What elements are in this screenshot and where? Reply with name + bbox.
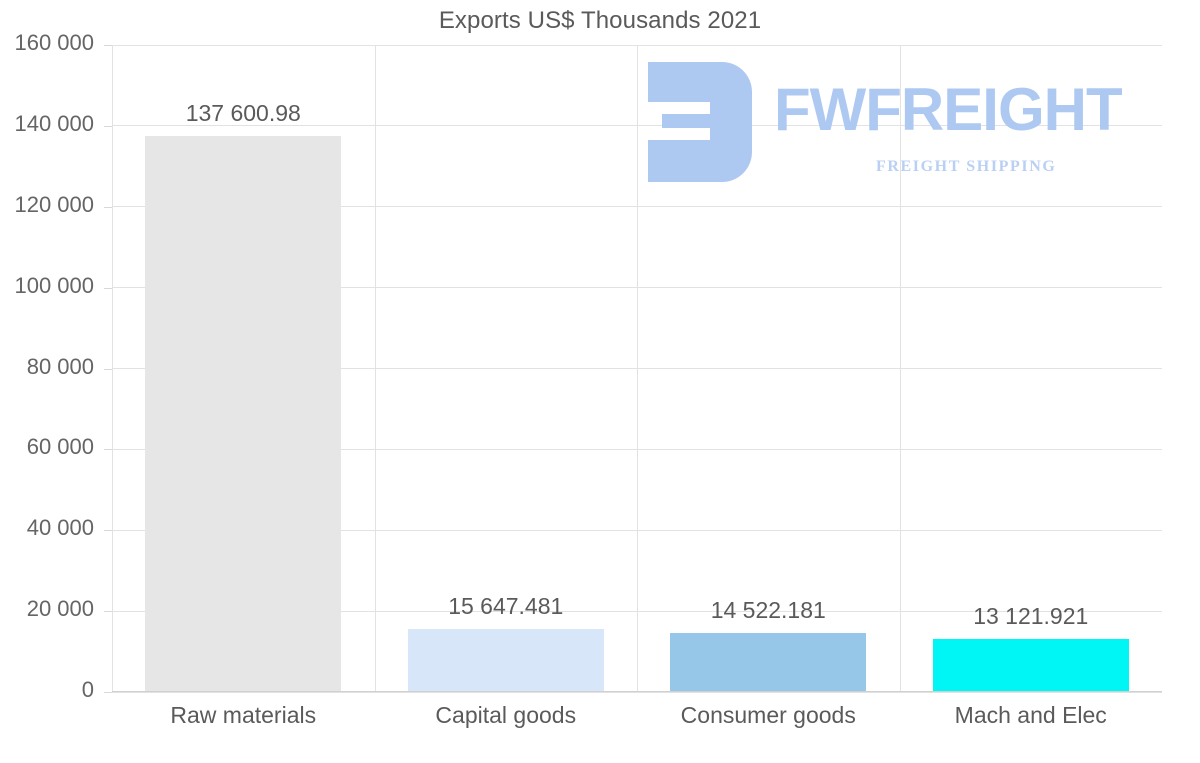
y-axis-line <box>112 45 113 692</box>
y-axis-tick-mark <box>104 611 112 612</box>
y-axis-tick-label: 100 000 <box>14 272 94 298</box>
y-axis-tick-mark <box>104 207 112 208</box>
y-axis-tick-label: 120 000 <box>14 191 94 217</box>
y-axis-tick-mark <box>104 288 112 289</box>
x-axis-category-label: Raw materials <box>170 702 317 728</box>
bar-value-label: 137 600.98 <box>185 99 301 126</box>
y-axis-tick-mark <box>104 449 112 450</box>
y-axis-tick-mark <box>104 530 112 531</box>
y-axis-tick-label: 80 000 <box>26 353 94 379</box>
bar[interactable] <box>145 136 341 692</box>
bar-value-label: 13 121.921 <box>973 602 1089 629</box>
bar-value-label: 14 522.181 <box>710 597 826 624</box>
bar[interactable] <box>670 633 866 692</box>
x-axis-line <box>112 691 1162 692</box>
x-axis-category-label: Capital goods <box>435 702 577 728</box>
y-axis-tick-mark <box>104 45 112 46</box>
bar[interactable] <box>933 639 1129 692</box>
y-axis-tick-mark <box>104 692 112 693</box>
y-axis-tick-label: 40 000 <box>26 515 94 541</box>
bar-value-label: 15 647.481 <box>448 592 564 619</box>
y-axis-tick-label: 60 000 <box>26 434 94 460</box>
y-axis-tick-label: 160 000 <box>14 30 94 55</box>
plot-area <box>112 44 1162 693</box>
y-axis-tick-label: 0 <box>81 677 94 702</box>
y-axis-tick-mark <box>104 369 112 370</box>
y-axis-tick-mark <box>104 126 112 127</box>
y-axis-tick-label: 140 000 <box>14 110 94 136</box>
gridline-vertical <box>637 45 638 692</box>
bar[interactable] <box>408 629 604 692</box>
gridline-vertical <box>900 45 901 692</box>
chart-title: Exports US$ Thousands 2021 <box>438 7 762 34</box>
gridline-vertical <box>375 45 376 692</box>
y-axis-tick-label: 20 000 <box>26 596 94 622</box>
x-axis-category-label: Consumer goods <box>680 702 856 728</box>
gridline-horizontal <box>112 691 1162 693</box>
x-axis-category-label: Mach and Elec <box>954 702 1107 728</box>
